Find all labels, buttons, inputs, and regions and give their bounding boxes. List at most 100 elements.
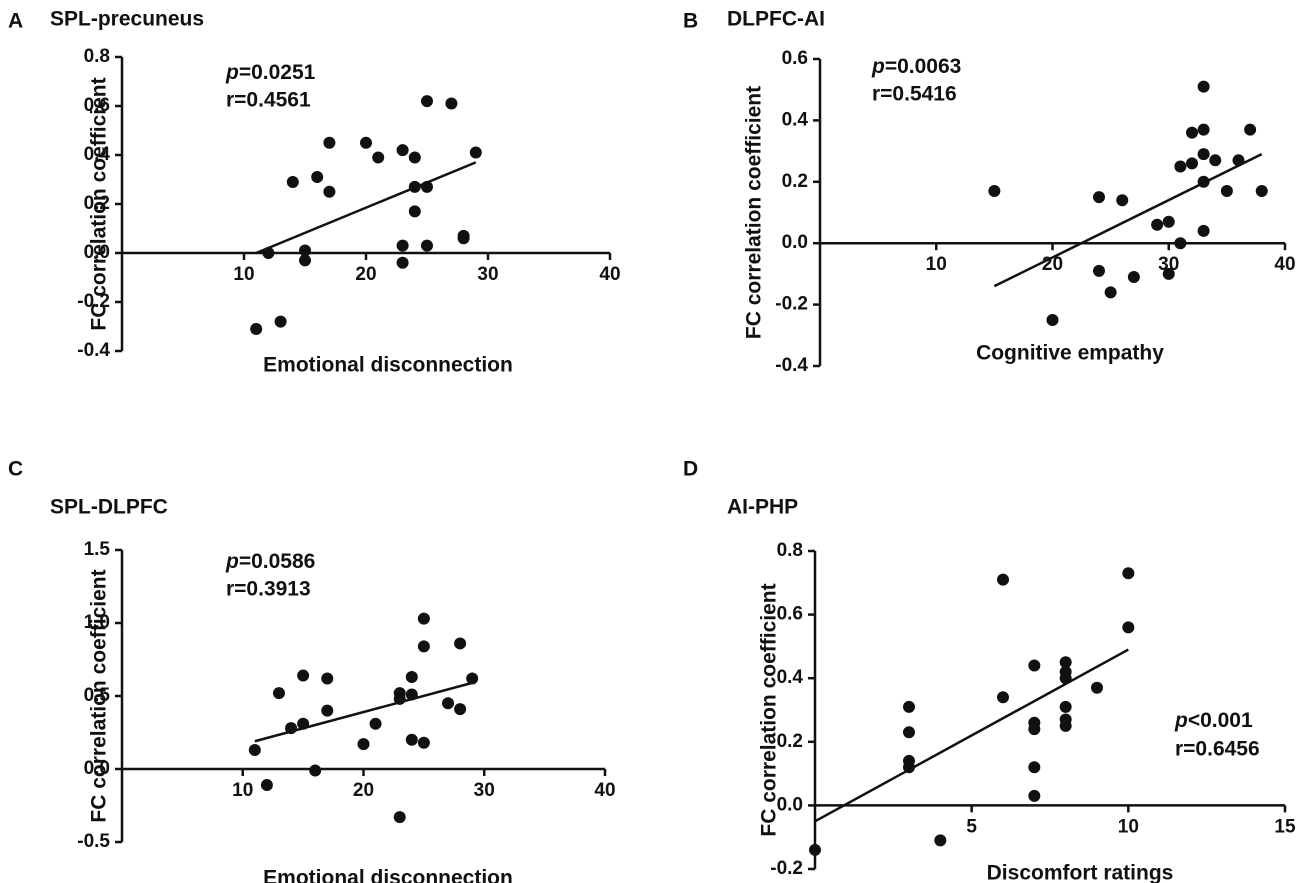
data-point [988, 185, 1001, 198]
data-point [445, 97, 458, 110]
data-point [1174, 160, 1187, 173]
data-point [1174, 237, 1187, 250]
data-point [454, 703, 467, 716]
data-point [1028, 723, 1041, 736]
y-tick-label: -0.2 [770, 858, 803, 879]
stat-p-value: p<0.001 [1174, 709, 1253, 732]
data-point [934, 834, 947, 847]
y-tick-label: 1.5 [84, 539, 111, 560]
y-tick-label: 0.4 [782, 109, 809, 130]
stat-r-value: r=0.6456 [1175, 738, 1260, 761]
y-tick-label: 0.6 [777, 604, 803, 625]
y-tick-label: -0.4 [775, 355, 808, 376]
data-point [1197, 148, 1210, 161]
data-point [1116, 194, 1129, 207]
data-point [408, 205, 421, 218]
x-tick-label: 30 [474, 780, 495, 801]
stat-p-value: p=0.0063 [871, 55, 961, 78]
y-tick-label: -0.4 [77, 340, 110, 361]
stat-p-symbol: p [1174, 709, 1188, 732]
stat-p-symbol: p [871, 55, 885, 78]
data-point [1093, 264, 1105, 277]
stat-p-symbol: p [225, 550, 239, 573]
y-axis-label: FC correlation coefficient [88, 77, 111, 330]
x-tick-label: 20 [355, 264, 376, 285]
data-point [297, 717, 310, 730]
stat-p-text: <0.001 [1188, 709, 1253, 732]
stat-p-value: p=0.0251 [225, 61, 316, 84]
data-point [396, 144, 409, 157]
stat-r-value: r=0.5416 [872, 83, 957, 106]
y-tick-label: -0.5 [77, 831, 110, 852]
data-point [1197, 123, 1210, 136]
stat-p-text: =0.0063 [885, 55, 962, 78]
data-point [997, 691, 1009, 704]
data-point [442, 697, 455, 710]
data-point [309, 764, 322, 777]
regression-line [814, 648, 1129, 823]
y-tick-label: 0.4 [84, 144, 111, 165]
data-point [272, 687, 285, 700]
data-point [250, 322, 263, 335]
y-tick-label: 0.6 [84, 95, 110, 116]
data-point [260, 779, 273, 792]
data-point [396, 256, 409, 269]
data-point [1028, 789, 1041, 802]
data-point [1093, 191, 1105, 204]
x-tick-label: 30 [1158, 254, 1179, 275]
data-point [1209, 154, 1222, 167]
data-point [1059, 700, 1072, 713]
data-point [903, 700, 915, 713]
x-tick-label: 30 [477, 264, 498, 285]
y-axis-label: FC correlation coefficient [743, 86, 766, 339]
data-point [1197, 80, 1210, 93]
data-point [372, 151, 385, 164]
panel-title: AI-PHP [727, 496, 798, 519]
data-point [1197, 175, 1210, 188]
x-tick-label: 40 [594, 780, 615, 801]
x-tick-label: 10 [926, 254, 947, 275]
y-tick-label: 0.2 [84, 193, 110, 214]
panel-b: B DLPFC-AI-0.4-0.20.00.20.40.610 20 30 40p=0… [683, 8, 1296, 376]
data-point [286, 175, 299, 188]
data-point [1059, 672, 1072, 685]
x-tick-label: 20 [353, 780, 374, 801]
data-point [357, 738, 370, 751]
y-tick-label: 0.0 [84, 758, 110, 779]
data-point [457, 232, 470, 245]
x-tick-label: 10 [233, 264, 254, 285]
stat-r-value: r=0.4561 [226, 89, 311, 112]
data-point [393, 692, 406, 705]
data-point [1028, 761, 1041, 774]
y-tick-label: 0.4 [777, 667, 804, 688]
y-tick-label: 0.2 [782, 171, 808, 192]
y-tick-label: 0.8 [84, 46, 110, 67]
stat-r-value: r=0.3913 [226, 578, 311, 601]
panel-c: C SPL-DLPFC -0.5 0.0 0.5 1.0 1.5 10 20 30 40 p=0.05… [8, 458, 616, 883]
regression-line [255, 161, 477, 255]
panel-letter: C [8, 458, 23, 481]
stat-p-text: =0.0586 [239, 550, 316, 573]
data-point [809, 843, 821, 856]
data-point [1127, 270, 1140, 283]
data-point [396, 239, 409, 252]
data-point [323, 136, 336, 149]
y-tick-label: 0.0 [84, 242, 110, 263]
data-point [1122, 567, 1135, 580]
x-tick-label: 15 [1274, 816, 1296, 837]
x-axis-label: Discomfort ratings [987, 862, 1174, 883]
data-point [1046, 313, 1059, 326]
data-point [1151, 218, 1164, 231]
y-tick-label: 0.5 [84, 685, 111, 706]
data-point [405, 733, 418, 746]
data-point [1104, 286, 1117, 299]
data-point [997, 573, 1009, 586]
data-point [466, 672, 479, 685]
data-point [405, 688, 418, 701]
data-point [274, 315, 287, 328]
data-point [297, 669, 310, 682]
data-point [323, 185, 336, 198]
y-tick-label: 0.0 [782, 232, 808, 253]
data-point [421, 239, 433, 252]
